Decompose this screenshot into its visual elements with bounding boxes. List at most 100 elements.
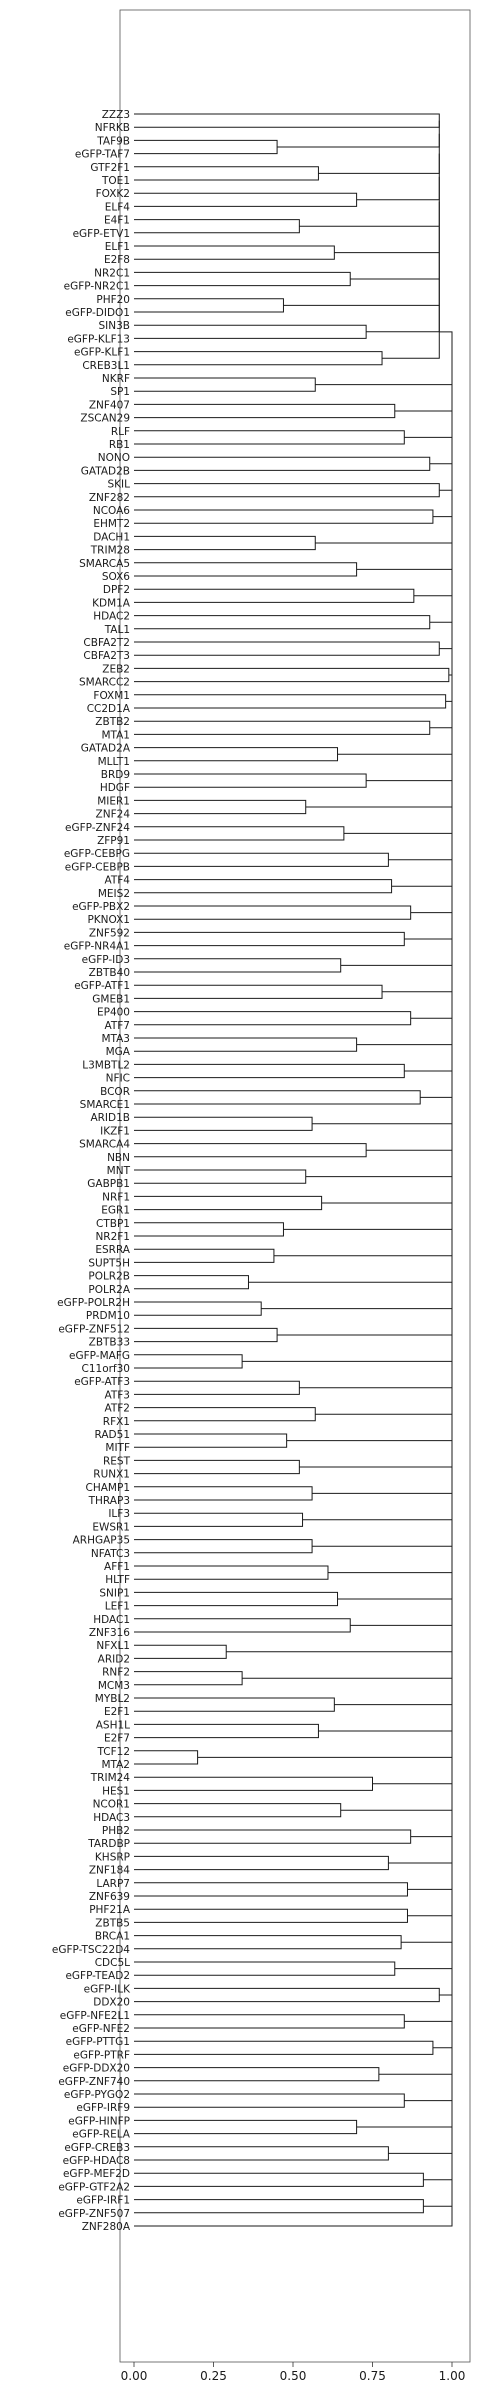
leaf-label: GATAD2B [81,465,130,477]
dendrogram-link [134,139,278,155]
leaf-label: ZNF592 [89,927,130,939]
leaf-label: EP400 [97,1007,130,1019]
leaf-label: PRDM10 [86,1310,130,1322]
leaf-label: ILF3 [108,1508,130,1520]
dendrogram-link [134,1143,367,1158]
leaf-label: CTBP1 [96,1218,130,1230]
leaf-label: SMARCA5 [79,558,130,570]
leaf-label: HES1 [102,1785,130,1797]
leaf-label: ZNF316 [89,1627,130,1639]
dendrogram-link [134,2067,380,2082]
dendrogram-link [134,2040,434,2055]
leaf-label: L3MBTL2 [82,1059,130,1071]
leaf-label: eGFP-CEBPB [65,861,130,873]
leaf-label: SOX6 [102,571,130,583]
leaf-labels: ZZZ3NFRKBTAF9BeGFP-TAF7GTF2F1TOE1FOXK2EL… [52,109,131,2233]
leaf-label: MITF [105,1442,130,1454]
leaf-label: POLR2A [88,1284,130,1296]
leaf-label: ZBTB5 [95,1917,130,1929]
dendrogram-link [356,153,440,201]
leaf-label: NFATC3 [91,1548,130,1560]
dendrogram-link [134,720,431,735]
leaf-label: eGFP-RELA [72,2129,131,2141]
dendrogram-link [134,1380,300,1395]
leaf-label: TCF12 [96,1746,130,1758]
leaf-label: eGFP-IRF1 [76,2195,130,2207]
leaf-label: TOE1 [101,175,130,187]
leaf-label: ELF1 [105,241,130,253]
dendrogram-link [134,1829,412,1844]
leaf-label: SP1 [110,386,130,398]
dendrogram-link [134,430,405,445]
dendrogram-link [134,351,383,366]
dendrogram-link [134,219,300,234]
leaf-label: ZNF407 [89,399,130,411]
leaf-label: HLTF [105,1574,130,1586]
leaf-label: NRF1 [102,1191,130,1203]
leaf-label: ASH1L [96,1719,130,1731]
leaf-label: eGFP-ATF3 [74,1376,130,1388]
leaf-label: BCOR [100,1086,130,1098]
leaf-label: HDGF [100,782,130,794]
leaf-label: ZZZ3 [102,109,130,121]
dendrogram-link [134,615,431,630]
dendrogram-link [134,1327,278,1343]
leaf-label: eGFP-PYGO2 [64,2089,130,2101]
leaf-label: eGFP-TSC22D4 [52,1944,130,1956]
leaf-label: eGFP-ID3 [82,954,130,966]
dendrogram-link [134,509,434,524]
dendrogram-link [134,1855,389,1871]
leaf-label: NKRF [102,373,130,385]
dendrogram-link [134,377,316,392]
dendrogram-link [134,1486,313,1501]
dendrogram-link [134,1354,243,1369]
leaf-label: EGR1 [101,1205,130,1217]
dendrogram-link [134,245,335,260]
leaf-label: eGFP-POLR2H [57,1297,130,1309]
dendrogram-link [134,1090,421,1105]
leaf-label: MNT [107,1165,131,1177]
dendrogram-link [134,826,345,841]
leaf-label: MTA1 [101,729,130,741]
dendrogram-link [134,535,316,551]
dendrogram-link [315,490,453,544]
dendrogram-link [277,120,440,148]
leaf-label: ARHGAP35 [73,1535,130,1547]
leaf-label: ZNF282 [89,492,130,504]
leaf-label: ZNF184 [89,1865,130,1877]
leaf-label: CREB3L1 [82,360,130,372]
leaf-label: ARID1B [90,1112,130,1124]
dendrogram-link [134,2093,405,2108]
dendrogram-link [134,1063,405,1079]
dendrogram-link [134,2119,358,2135]
dendrogram-link [134,192,358,207]
leaf-label: NBN [107,1152,130,1164]
leaf-label: NFIC [106,1073,130,1085]
leaf-label: eGFP-NR2C1 [64,281,130,293]
dendrogram-link [134,1011,412,1026]
leaf-label: eGFP-HDAC8 [63,2155,130,2167]
dendrogram-link [134,931,405,947]
leaf-label: NCOR1 [93,1799,130,1811]
leaf-label: REST [103,1455,131,1467]
dendrogram-link [134,1618,351,1633]
leaf-label: MLLT1 [98,756,130,768]
leaf-label: C11orf30 [82,1363,131,1375]
leaf-label: CDC5L [95,1957,130,1969]
leaf-label: eGFP-KLF1 [74,347,130,359]
leaf-label: RFX1 [103,1416,130,1428]
leaf-label: SIN3B [99,320,131,332]
dendrogram-link [134,1116,313,1131]
leaf-label: ELF4 [105,201,131,213]
leaf-label: DACH1 [93,531,130,543]
dendrogram-link [134,1222,284,1237]
leaf-label: SMARCC2 [79,677,130,689]
leaf-label: eGFP-ZNF740 [58,2076,130,2088]
dendrogram-link [134,1591,339,1607]
leaf-label: MGA [106,1046,131,1058]
dendrogram-link [134,1723,319,1739]
leaf-label: MCM3 [98,1680,130,1692]
leaf-label: SKIL [108,479,131,491]
leaf-label: NR2C1 [94,267,130,279]
